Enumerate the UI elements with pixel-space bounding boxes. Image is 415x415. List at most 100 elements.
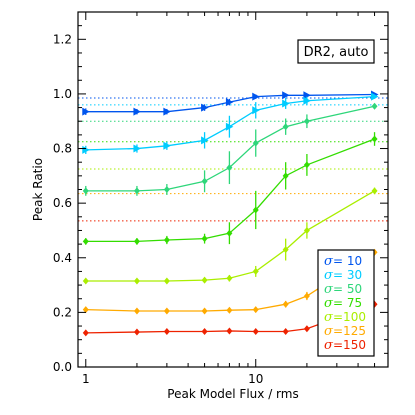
data-point: [201, 103, 209, 112]
legend-symbol: σ: [324, 282, 334, 297]
data-point: [163, 107, 171, 116]
data-point: [163, 141, 171, 150]
series-line-3: [85, 138, 375, 243]
y-tick-label: 0.6: [53, 196, 72, 210]
series-layer: [82, 90, 379, 337]
data-point: [226, 306, 233, 314]
data-point: [303, 325, 310, 333]
series-2: [82, 102, 378, 196]
legend-label: =125: [333, 324, 366, 338]
data-point: [252, 92, 260, 101]
data-point: [303, 96, 311, 105]
legend-item-6: σ =150: [324, 338, 366, 353]
legend-item-2: σ = 50: [324, 282, 362, 297]
x-tick-label: 1: [82, 372, 90, 386]
legend-item-4: σ =100: [324, 310, 366, 325]
data-point: [201, 276, 208, 284]
data-point: [82, 329, 89, 337]
y-tick-label: 0.0: [53, 360, 72, 374]
data-point: [225, 98, 234, 107]
data-point: [252, 328, 259, 335]
data-point: [252, 306, 259, 314]
data-point: [303, 226, 310, 234]
legend-label: = 75: [333, 296, 362, 310]
data-point: [371, 102, 378, 110]
data-point: [226, 164, 233, 172]
data-point: [82, 306, 89, 314]
annotation-text: DR2, auto: [304, 45, 369, 60]
data-point: [303, 161, 310, 169]
data-point: [163, 307, 170, 315]
data-point: [133, 328, 140, 336]
y-tick-label: 0.8: [53, 142, 72, 156]
data-point: [303, 117, 310, 125]
data-point: [252, 139, 259, 147]
data-point: [282, 246, 289, 254]
series-4: [82, 187, 378, 285]
legend-symbol: σ: [324, 310, 334, 325]
legend-label: = 50: [333, 282, 362, 296]
legend-item-5: σ =125: [324, 324, 366, 339]
series-3: [82, 132, 378, 245]
series-5: [82, 248, 378, 315]
y-tick-label: 0.2: [53, 305, 72, 319]
legend-label: =150: [333, 338, 366, 352]
legend-symbol: σ: [324, 324, 334, 339]
annotation-frame: [297, 39, 375, 64]
legend-item-0: σ = 10: [324, 254, 362, 269]
data-point: [252, 267, 259, 275]
x-tick-label: 10: [248, 372, 263, 386]
data-point: [225, 122, 234, 131]
data-point: [371, 187, 378, 195]
reference-lines: [78, 97, 388, 222]
y-tick-label: 1.0: [53, 87, 72, 101]
legend-label: = 10: [333, 254, 362, 268]
legend-frame: [317, 249, 375, 357]
data-point: [133, 144, 141, 153]
legend-item-3: σ = 75: [324, 296, 362, 311]
data-point: [163, 328, 170, 335]
y-axis-title: Peak Ratio: [31, 158, 45, 221]
series-1: [82, 92, 379, 154]
data-point: [282, 172, 289, 180]
data-point: [371, 92, 379, 101]
data-point: [133, 187, 140, 195]
legend-label: =100: [333, 310, 366, 324]
legend-symbol: σ: [324, 268, 334, 283]
data-point: [201, 177, 208, 185]
x-axis-title: Peak Model Flux / rms: [167, 387, 298, 401]
data-point: [133, 107, 141, 116]
legend-label: = 30: [333, 268, 362, 282]
data-point: [282, 300, 289, 308]
data-point: [282, 328, 289, 335]
series-0: [82, 90, 379, 116]
data-point: [163, 277, 170, 285]
data-point: [282, 99, 290, 108]
data-point: [133, 277, 140, 285]
annotation-box: DR2, auto: [297, 39, 375, 64]
data-point: [133, 307, 140, 315]
data-point: [201, 136, 209, 145]
data-point: [282, 123, 289, 131]
legend-symbol: σ: [324, 338, 334, 353]
axes: 0.0 0.2 0.4 0.6 0.8 1.0 1.2 1 10: [53, 12, 388, 386]
legend-symbol: σ: [324, 296, 334, 311]
data-point: [163, 186, 170, 193]
data-point: [82, 277, 89, 285]
data-point: [201, 328, 208, 335]
data-point: [282, 91, 290, 100]
legend-symbol: σ: [324, 254, 334, 269]
data-point: [226, 274, 233, 282]
y-tick-label: 0.4: [53, 251, 72, 265]
data-point: [201, 307, 208, 315]
data-point: [226, 327, 233, 335]
legend-item-1: σ = 30: [324, 268, 362, 283]
data-point: [303, 292, 310, 300]
data-point: [82, 145, 90, 154]
data-point: [82, 187, 89, 195]
data-point: [252, 106, 260, 115]
data-point: [252, 206, 259, 214]
data-point: [82, 107, 90, 116]
